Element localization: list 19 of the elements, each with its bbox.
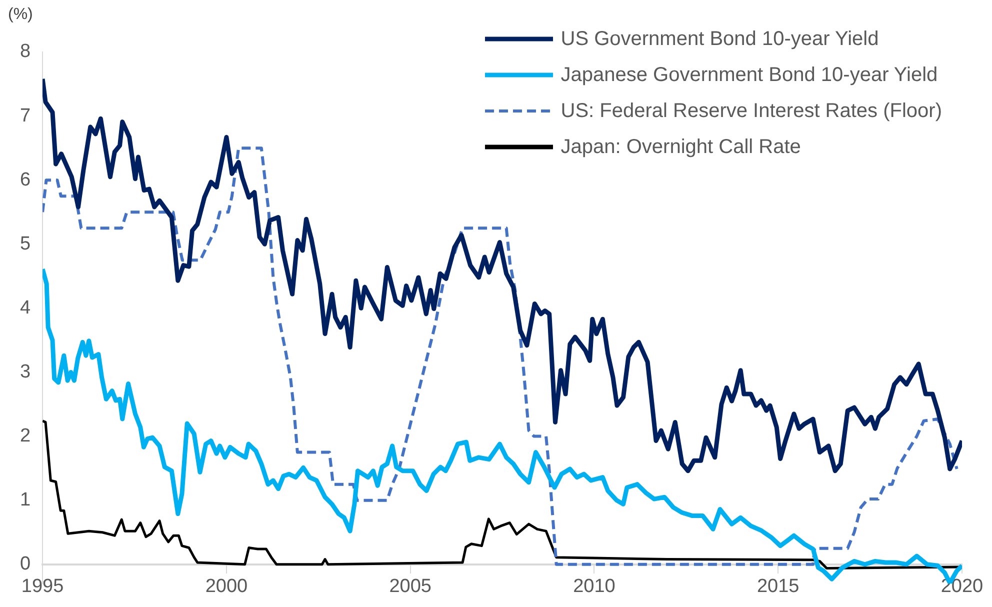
legend-label: US Government Bond 10-year Yield <box>560 28 879 50</box>
y-tick-label: 5 <box>20 233 31 254</box>
y-tick-label: 8 <box>20 41 31 62</box>
x-tick-label: 2000 <box>205 576 248 598</box>
y-tick-label: 2 <box>20 426 31 447</box>
x-tick-label: 1995 <box>21 576 64 598</box>
y-axis-title: (%) <box>8 6 33 24</box>
y-tick-label: 6 <box>20 169 31 190</box>
legend-label: Japanese Government Bond 10-year Yield <box>560 64 938 86</box>
y-tick-label: 1 <box>20 490 31 511</box>
x-tick-label: 2005 <box>389 576 432 598</box>
legend-label: Japan: Overnight Call Rate <box>560 136 801 158</box>
y-tick-label: 3 <box>20 361 31 382</box>
x-tick-label: 2015 <box>756 576 800 598</box>
x-tick-label: 2010 <box>573 576 616 598</box>
y-tick-label: 4 <box>20 297 31 318</box>
y-tick-label: 7 <box>20 105 31 126</box>
y-tick-label: 0 <box>20 554 31 575</box>
legend-label: US: Federal Reserve Interest Rates (Floor) <box>560 100 942 122</box>
